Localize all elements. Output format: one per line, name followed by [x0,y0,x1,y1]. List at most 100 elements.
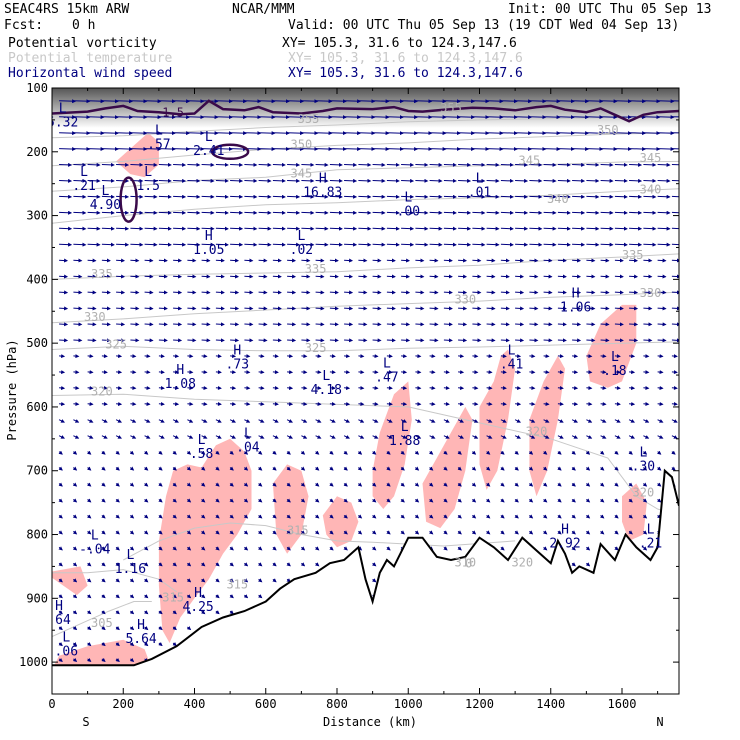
wind-arrow [101,562,106,567]
wind-arrow [572,290,582,295]
wind-arrow [629,147,647,152]
wind-arrow [629,322,639,327]
wind-arrow [173,131,191,136]
wind-arrow [500,514,505,519]
extremum-value: .01 [468,185,491,200]
wind-arrow [244,274,254,279]
wind-arrow [557,530,562,535]
wind-arrow [572,386,579,390]
wind-arrow [429,402,436,406]
wind-arrow [372,322,382,327]
wind-arrow [187,147,205,152]
wind-arrow [543,530,548,535]
contour-label: 315 [226,578,248,592]
wind-arrow [287,370,294,375]
wind-arrow [586,194,600,199]
wind-arrow [642,466,648,471]
wind-arrow [443,99,461,104]
wind-arrow [401,210,415,215]
wind-arrow [358,354,365,359]
wind-arrow [471,530,477,535]
wind-arrow [529,386,536,390]
wind-arrow [343,498,348,503]
wind-arrow [215,514,220,519]
wind-arrow [329,419,336,423]
wind-arrow [186,450,192,455]
wind-arrow [258,594,263,599]
wind-arrow [642,530,648,535]
wind-arrow [586,115,604,120]
wind-arrow [201,258,211,263]
wind-arrow [415,131,433,136]
wind-arrow [472,258,482,263]
wind-arrow [130,162,144,167]
wind-arrow [87,242,101,247]
wind-arrow [129,546,135,551]
wind-arrow [643,147,661,152]
wind-arrow [201,274,211,279]
wind-arrow [386,546,391,551]
wind-arrow [543,354,550,359]
wind-arrow [515,338,525,343]
wind-arrow [158,178,172,183]
wind-arrow [458,370,465,375]
wind-arrow [215,450,220,455]
wind-arrow [158,530,163,535]
wind-arrow [187,402,194,406]
extremum-value: 1.16 [115,562,146,577]
extremum-marker-H: H [561,522,569,537]
wind-arrow [87,578,92,583]
wind-arrow [557,402,564,406]
wind-arrow [358,178,372,183]
wind-arrow [472,402,479,406]
wind-arrow [315,530,320,535]
wind-arrow [286,498,291,503]
wind-arrow [215,435,222,439]
wind-arrow [130,210,144,215]
wind-arrow [657,435,664,439]
wind-arrow [500,386,507,390]
wind-arrow [372,306,382,311]
wind-arrow [458,386,465,390]
wind-arrow [116,290,126,295]
wind-arrow [343,450,348,455]
wind-arrow [115,482,120,487]
wind-arrow [357,514,363,519]
wind-arrow [130,370,137,375]
wind-arrow [286,450,291,455]
wind-arrow [116,178,130,183]
wind-arrow [344,162,358,167]
wind-arrow [229,466,234,471]
wind-arrow [144,115,162,120]
wind-arrow [529,178,543,183]
wind-arrow [116,99,134,104]
extremum-value: .00 [397,205,420,220]
wind-arrow [329,530,334,535]
wind-arrow [642,482,648,487]
wind-arrow [144,450,149,455]
wind-arrow [243,594,249,599]
wind-arrow [215,226,229,231]
wind-arrow [443,290,453,295]
wind-arrow [486,147,504,152]
wind-arrow [186,562,192,567]
wind-arrow [272,210,286,215]
wind-arrow [72,546,78,551]
wind-arrow [101,306,111,311]
wind-arrow [59,226,73,231]
wind-arrow [572,99,590,104]
wind-arrow [73,258,83,263]
wind-arrow [386,99,404,104]
wind-arrow [201,354,208,359]
wind-arrow [500,258,510,263]
wind-arrow [429,147,447,152]
wind-arrow [643,162,657,167]
wind-arrow [629,402,636,406]
wind-arrow [101,274,111,279]
wind-arrow [572,354,579,359]
wind-arrow [372,258,382,263]
wind-arrow [258,482,263,487]
wind-arrow [458,115,476,120]
wind-arrow [372,210,386,215]
wind-arrow [586,162,600,167]
